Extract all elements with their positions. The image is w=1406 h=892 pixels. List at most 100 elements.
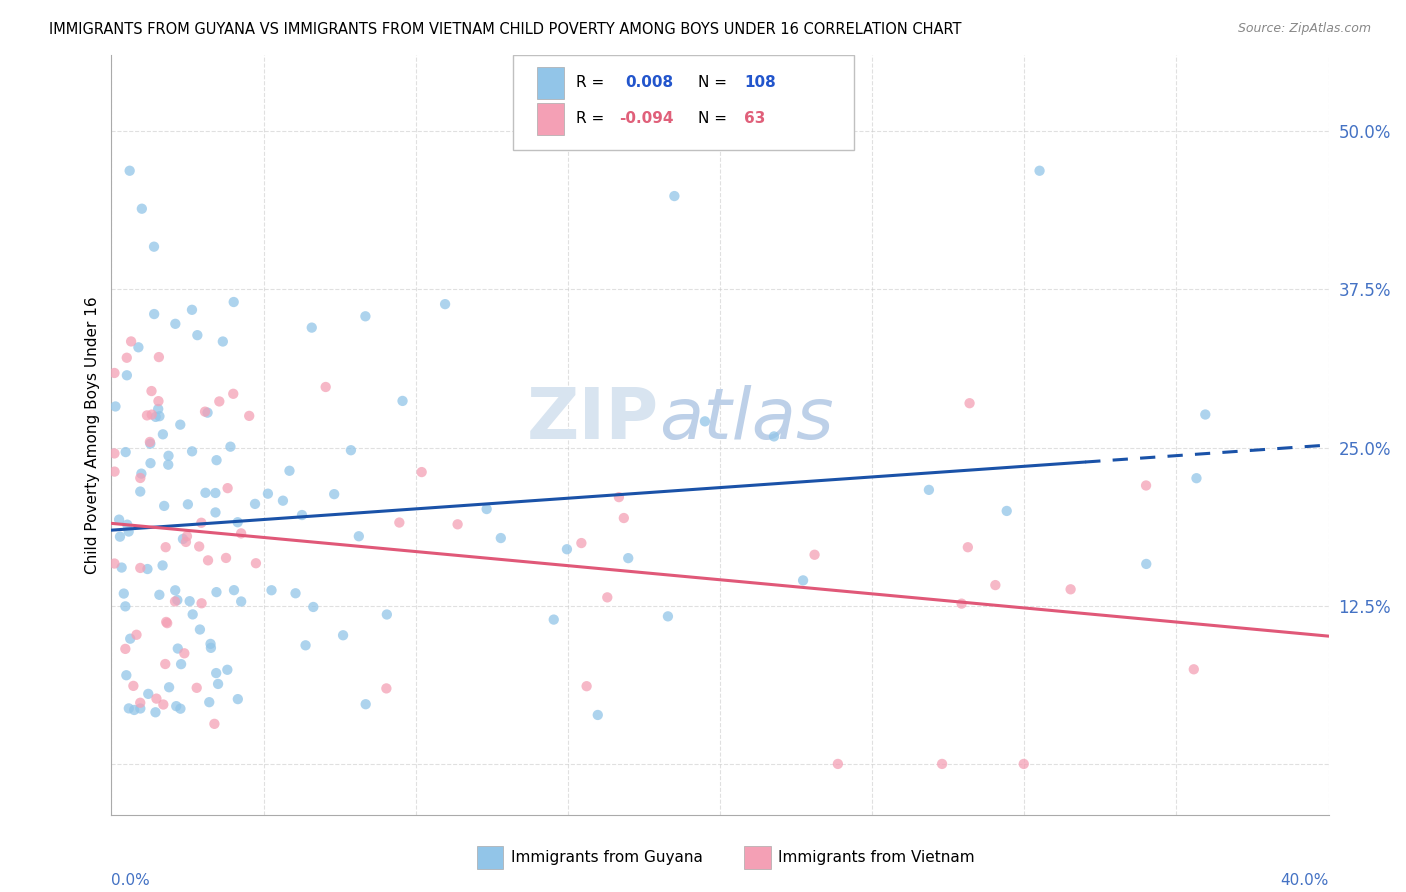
Point xyxy=(169,701,191,715)
Point xyxy=(231,594,253,608)
Point xyxy=(172,532,194,546)
Point xyxy=(918,483,941,497)
Text: ZIP: ZIP xyxy=(527,385,659,454)
Point xyxy=(188,540,211,554)
Point xyxy=(205,453,228,467)
Point xyxy=(446,517,468,532)
Text: -0.094: -0.094 xyxy=(619,111,673,126)
Point xyxy=(129,696,152,710)
Text: R =: R = xyxy=(576,111,605,126)
Point xyxy=(194,485,217,500)
Point xyxy=(257,486,280,500)
Point xyxy=(166,641,188,656)
Point xyxy=(354,697,377,711)
Point xyxy=(194,404,217,418)
Point xyxy=(181,444,204,458)
Point xyxy=(129,471,152,485)
Y-axis label: Child Poverty Among Boys Under 16: Child Poverty Among Boys Under 16 xyxy=(86,296,100,574)
Point xyxy=(120,632,142,646)
FancyBboxPatch shape xyxy=(513,55,853,150)
Point xyxy=(139,434,162,449)
Point xyxy=(245,556,267,570)
Text: 40.0%: 40.0% xyxy=(1281,873,1329,888)
Point xyxy=(1059,582,1081,597)
Point xyxy=(607,490,630,504)
Point xyxy=(222,386,245,401)
Point xyxy=(143,240,166,254)
Point xyxy=(103,366,125,380)
Point xyxy=(301,320,323,334)
Point xyxy=(131,202,153,216)
Point xyxy=(543,613,565,627)
Point xyxy=(984,578,1007,592)
Point xyxy=(291,508,314,522)
Point xyxy=(294,638,316,652)
Point xyxy=(340,443,363,458)
Point xyxy=(145,409,167,424)
Point xyxy=(145,706,167,720)
Point xyxy=(125,628,148,642)
Bar xyxy=(537,103,564,135)
Point xyxy=(148,588,170,602)
Point xyxy=(197,553,219,567)
Point xyxy=(959,396,981,410)
Point xyxy=(354,310,377,324)
Point xyxy=(186,328,208,343)
Point xyxy=(284,586,307,600)
Point xyxy=(120,334,142,349)
Point xyxy=(139,436,162,450)
Point xyxy=(157,458,180,472)
Point xyxy=(163,594,186,608)
Point xyxy=(165,583,187,598)
Point xyxy=(434,297,457,311)
Point xyxy=(202,716,225,731)
Point xyxy=(152,698,174,712)
Point xyxy=(995,504,1018,518)
Point xyxy=(115,351,138,365)
Point xyxy=(118,524,141,539)
Point xyxy=(200,640,222,655)
Point xyxy=(332,628,354,642)
Point xyxy=(157,680,180,694)
Point xyxy=(217,481,239,495)
Bar xyxy=(477,847,503,869)
Point xyxy=(205,585,228,599)
Point xyxy=(827,756,849,771)
Text: 108: 108 xyxy=(744,75,776,90)
Point xyxy=(108,530,131,544)
Point xyxy=(229,526,252,541)
Point xyxy=(170,657,193,672)
Point xyxy=(617,551,640,566)
Text: atlas: atlas xyxy=(659,385,834,454)
Point xyxy=(155,615,177,629)
Point xyxy=(111,560,134,574)
Point xyxy=(141,384,163,398)
Point xyxy=(950,597,973,611)
Point xyxy=(114,641,136,656)
Point xyxy=(148,350,170,364)
Point xyxy=(197,406,219,420)
Point xyxy=(129,484,152,499)
Point xyxy=(103,446,125,460)
Point xyxy=(208,394,231,409)
Point xyxy=(222,295,245,310)
Point xyxy=(166,593,188,607)
Point xyxy=(205,666,228,681)
Point xyxy=(190,596,212,610)
Point xyxy=(391,393,413,408)
Text: R =: R = xyxy=(576,75,605,90)
Point xyxy=(226,692,249,706)
Point xyxy=(1135,557,1157,571)
Text: 0.0%: 0.0% xyxy=(111,873,150,888)
Point xyxy=(1182,662,1205,676)
Point xyxy=(155,657,177,671)
Point xyxy=(118,163,141,178)
Bar xyxy=(537,67,564,99)
Point xyxy=(188,623,211,637)
Point xyxy=(204,486,226,500)
Point xyxy=(153,499,176,513)
Point xyxy=(152,427,174,442)
Point xyxy=(115,368,138,383)
Point xyxy=(586,708,609,723)
Point xyxy=(131,467,153,481)
